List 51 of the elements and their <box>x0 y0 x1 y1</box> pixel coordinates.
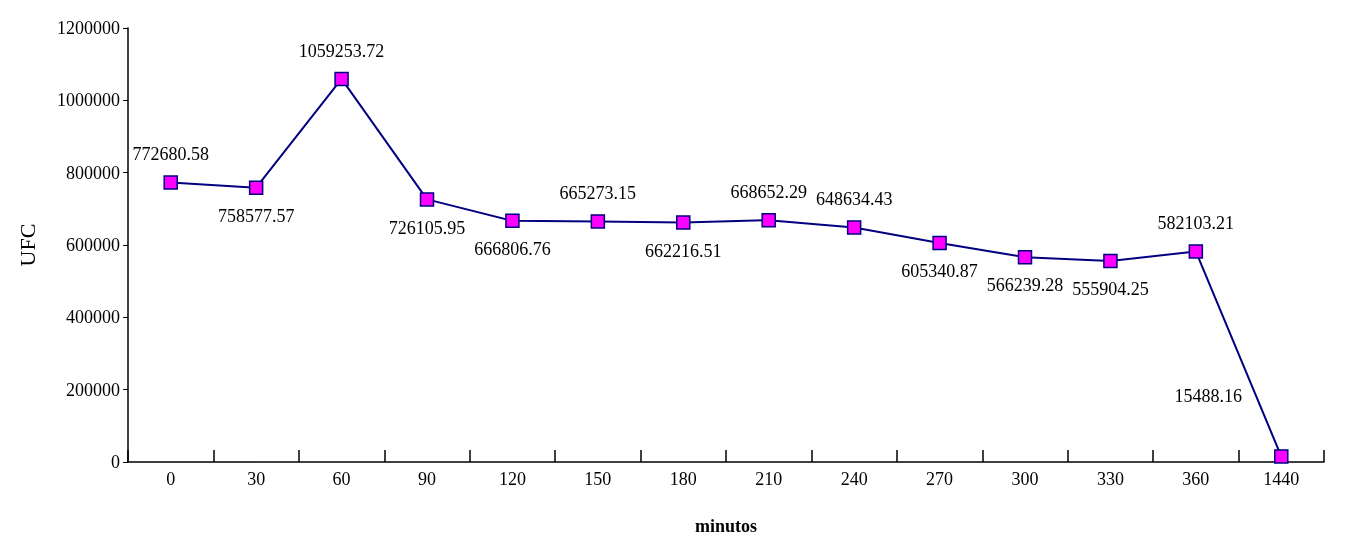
point <box>419 192 435 207</box>
point <box>676 215 691 230</box>
data-label: 555904.25 <box>1072 279 1149 300</box>
point <box>334 71 349 87</box>
point <box>1188 244 1204 259</box>
x-tick-label: 360 <box>1182 469 1210 489</box>
x-tick-label: 150 <box>584 469 612 489</box>
x-tick-label: 120 <box>498 469 526 489</box>
y-tick-label: 800000 <box>66 162 120 183</box>
data-label: 726105.95 <box>388 217 466 238</box>
x-tick-label: 90 <box>418 469 436 489</box>
point <box>505 213 520 229</box>
y-tick-label: 0 <box>111 452 120 472</box>
x-tick-label: 330 <box>1096 469 1124 489</box>
x-tick-label: 0 <box>166 469 176 489</box>
x-tick-label: 180 <box>669 469 697 489</box>
x-tick-label: 30 <box>247 469 266 489</box>
point <box>761 212 776 228</box>
x-tick-label: 1440 <box>1263 469 1300 489</box>
point <box>163 175 178 190</box>
y-tick-label: 400000 <box>66 307 120 328</box>
point <box>1274 449 1289 464</box>
point <box>932 235 947 251</box>
data-label: 605340.87 <box>901 261 978 282</box>
x-tick-label: 60 <box>332 469 351 489</box>
y-tick-label: 200000 <box>66 379 120 400</box>
data-label: 648634.43 <box>815 189 893 210</box>
y-tick-label: 1000000 <box>57 90 120 111</box>
data-label: 1059253.72 <box>298 40 385 61</box>
x-tick-label: 300 <box>1011 469 1039 489</box>
x-axis-title: minutos <box>694 516 758 536</box>
data-label: 668652.29 <box>730 181 807 202</box>
data-label: 665273.15 <box>559 183 637 204</box>
point <box>846 220 862 235</box>
data-label: 666806.76 <box>474 239 551 260</box>
data-label: 758577.57 <box>217 205 295 226</box>
point <box>1017 249 1033 265</box>
x-tick-label: 270 <box>926 469 954 489</box>
data-label: 772680.58 <box>132 144 209 165</box>
data-label: 15488.16 <box>1174 386 1243 407</box>
point <box>1103 253 1118 269</box>
y-tick-label: 600000 <box>66 235 120 255</box>
data-label: 662216.51 <box>645 240 722 261</box>
point <box>248 180 264 195</box>
y-tick-label: 1200000 <box>57 18 120 38</box>
data-label: 582103.21 <box>1157 213 1235 234</box>
x-tick-label: 210 <box>755 469 783 489</box>
data-label: 566239.28 <box>986 275 1064 296</box>
x-tick-label: 240 <box>840 469 868 489</box>
y-axis-title: UFC <box>14 223 40 267</box>
point <box>590 214 606 229</box>
